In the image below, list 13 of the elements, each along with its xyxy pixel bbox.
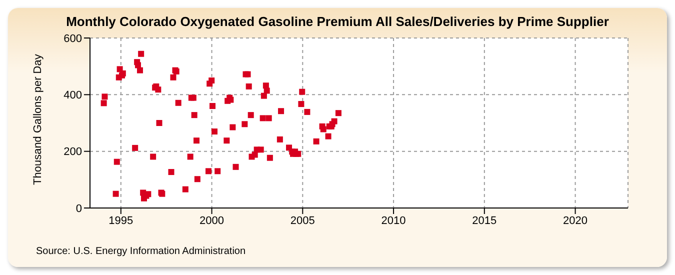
x-tick-label: 2020 (563, 214, 588, 227)
x-tick-label: 2010 (381, 214, 406, 227)
y-tick-label: 600 (64, 32, 82, 45)
x-tick-label: 1995 (108, 214, 134, 227)
x-tick-label: 2015 (472, 214, 497, 227)
y-tick-label: 200 (64, 146, 82, 158)
x-tick-label: 2000 (200, 214, 224, 227)
y-tick-label: 0 (76, 202, 82, 215)
x-tick-label: 2005 (290, 214, 315, 227)
chart-title: Monthly Colorado Oxygenated Gasoline Premium All Sales/Deliveries by Prime Supplier (65, 13, 610, 31)
source-note: Source: U.S. Energy Information Administration (36, 246, 246, 257)
y-axis-title: Thousand Gallons per Day (32, 54, 44, 185)
y-tick-label: 400 (64, 90, 82, 102)
